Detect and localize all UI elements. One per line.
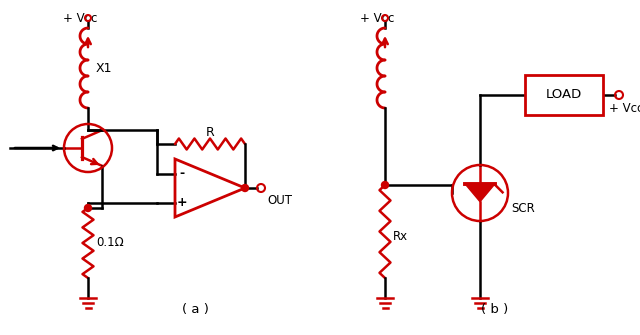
Circle shape xyxy=(241,185,248,192)
Text: -: - xyxy=(179,167,184,180)
Text: ( b ): ( b ) xyxy=(481,304,509,317)
Bar xyxy=(525,75,603,115)
Text: OUT: OUT xyxy=(267,194,292,206)
Text: LOAD: LOAD xyxy=(546,88,582,102)
Text: 0.1Ω: 0.1Ω xyxy=(96,237,124,250)
Text: + Vcc: + Vcc xyxy=(360,11,394,24)
Text: SCR: SCR xyxy=(511,201,535,214)
Text: X1: X1 xyxy=(96,62,113,74)
Circle shape xyxy=(381,182,388,189)
Circle shape xyxy=(84,204,92,211)
Text: R: R xyxy=(205,127,214,139)
Text: ( a ): ( a ) xyxy=(182,304,209,317)
Text: Rx: Rx xyxy=(393,230,408,243)
Text: +: + xyxy=(177,196,188,209)
Polygon shape xyxy=(465,184,495,202)
Text: + Vcc: + Vcc xyxy=(609,103,640,116)
Text: + Vcc: + Vcc xyxy=(63,11,97,24)
